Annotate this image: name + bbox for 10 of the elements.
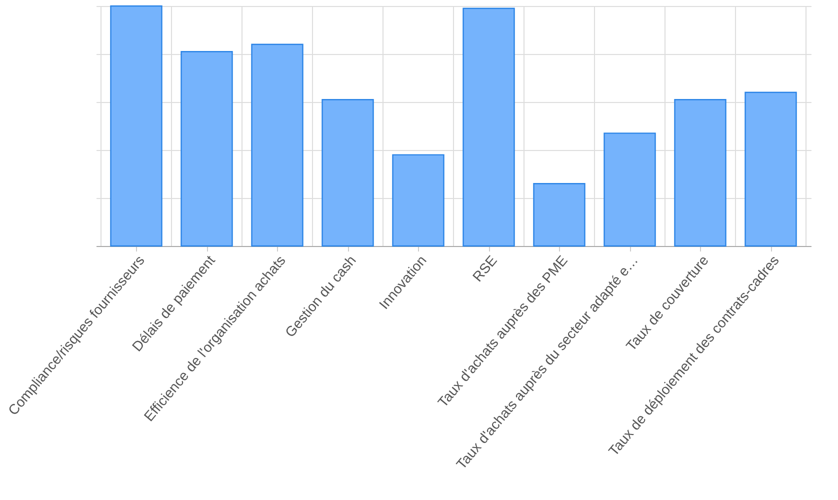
bar <box>674 99 726 247</box>
bar <box>462 8 515 247</box>
bar <box>533 183 586 247</box>
bar <box>744 92 797 247</box>
bar <box>110 5 162 247</box>
bar <box>604 132 656 247</box>
bar <box>322 99 374 247</box>
bar <box>392 154 444 247</box>
bar <box>251 44 304 247</box>
bar <box>180 51 233 247</box>
